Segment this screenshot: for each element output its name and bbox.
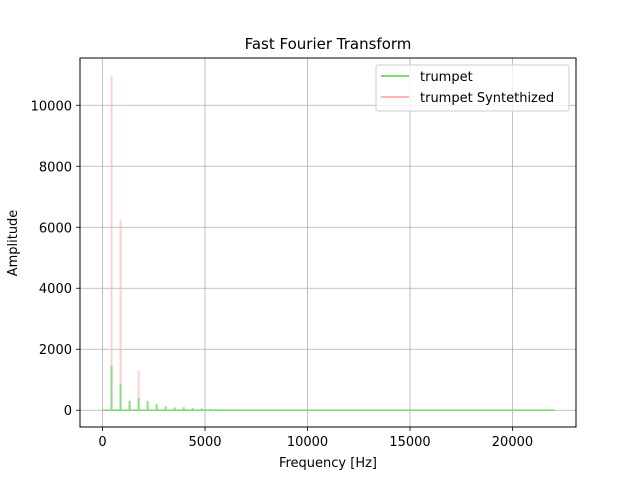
y-tick-label: 8000 xyxy=(39,160,72,175)
legend: trumpet trumpet Syntethized xyxy=(375,64,570,112)
x-tick-label: 10000 xyxy=(287,435,328,450)
series-trumpet xyxy=(102,366,555,412)
x-tick-label: 15000 xyxy=(389,435,430,450)
x-axis-title: Frequency [Hz] xyxy=(279,456,377,471)
y-tick-label: 2000 xyxy=(39,343,72,358)
y-tick-label: 4000 xyxy=(39,282,72,297)
legend-box xyxy=(375,64,570,112)
y-tick-label: 10000 xyxy=(31,99,72,114)
x-tick-label: 20000 xyxy=(492,435,533,450)
series-layer xyxy=(102,76,555,412)
y-tick-label: 6000 xyxy=(39,221,72,236)
legend-label-trumpet: trumpet xyxy=(420,70,473,85)
x-tick-label: 0 xyxy=(98,435,106,450)
y-tick-label: 0 xyxy=(64,404,72,419)
axes-frame xyxy=(79,57,577,428)
tick-marks: 0 5000 10000 15000 20000 0 2000 4000 6000 8000 100… xyxy=(31,99,534,450)
y-axis-title: Amplitude xyxy=(6,210,21,277)
legend-label-trumpet-syntethized: trumpet Syntethized xyxy=(420,91,554,106)
x-tick-label: 5000 xyxy=(188,435,221,450)
chart-title: Fast Fourier Transform xyxy=(245,35,412,53)
